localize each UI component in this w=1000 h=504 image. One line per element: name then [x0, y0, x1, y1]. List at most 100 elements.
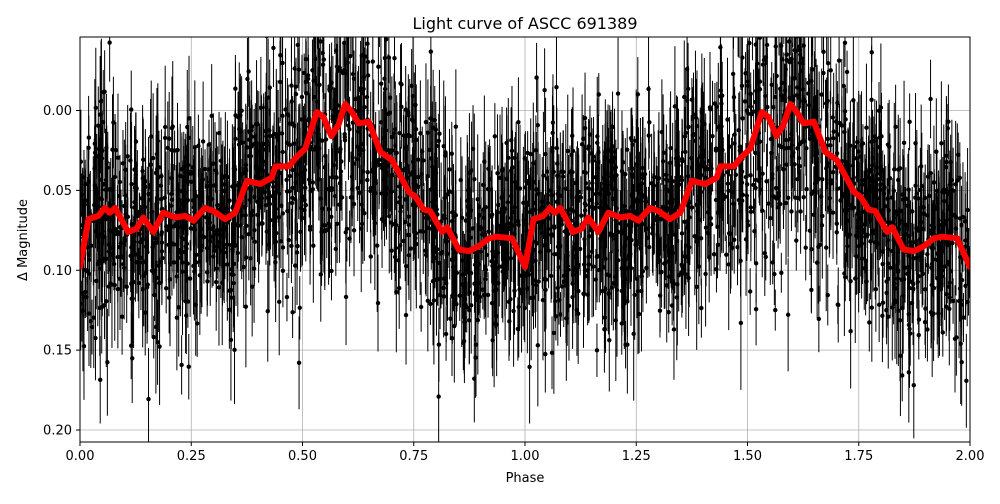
data-point	[675, 295, 679, 299]
data-point	[867, 320, 871, 324]
data-point	[771, 105, 775, 109]
data-point	[476, 197, 480, 201]
data-point	[306, 77, 310, 81]
data-point	[562, 274, 566, 278]
data-point	[260, 221, 264, 225]
data-point	[94, 106, 98, 110]
data-point	[816, 177, 820, 181]
data-point	[410, 117, 414, 121]
data-point	[107, 40, 111, 44]
data-point	[789, 209, 793, 213]
data-point	[423, 249, 427, 253]
data-point	[481, 183, 485, 187]
data-point	[273, 254, 277, 258]
data-point	[347, 127, 351, 131]
data-point	[335, 222, 339, 226]
data-point	[397, 286, 401, 290]
data-point	[112, 262, 116, 266]
data-point	[483, 277, 487, 281]
data-point	[959, 223, 963, 227]
data-point	[632, 293, 636, 297]
data-point	[209, 114, 213, 118]
data-point	[641, 269, 645, 273]
data-point	[223, 174, 227, 178]
data-point	[633, 243, 637, 247]
data-point	[93, 336, 97, 340]
data-point	[375, 243, 379, 247]
data-point	[770, 176, 774, 180]
data-point	[201, 139, 205, 143]
data-point	[773, 308, 777, 312]
data-point	[510, 149, 514, 153]
data-point	[462, 339, 466, 343]
data-point	[545, 169, 549, 173]
data-point	[424, 120, 428, 124]
data-point	[274, 190, 278, 194]
data-point	[831, 170, 835, 174]
data-point	[280, 61, 284, 65]
data-point	[831, 129, 835, 133]
data-point	[171, 124, 175, 128]
data-point	[148, 163, 152, 167]
data-point	[465, 212, 469, 216]
data-point	[840, 123, 844, 127]
data-point	[398, 131, 402, 135]
data-point	[595, 201, 599, 205]
data-point	[934, 149, 938, 153]
data-point	[512, 288, 516, 292]
data-point	[820, 223, 824, 227]
data-point	[958, 286, 962, 290]
data-point	[304, 203, 308, 207]
data-point	[297, 67, 301, 71]
data-point	[413, 103, 417, 107]
data-point	[445, 192, 449, 196]
data-point	[256, 222, 260, 226]
data-point	[903, 265, 907, 269]
data-point	[814, 181, 818, 185]
data-point	[247, 232, 251, 236]
data-point	[551, 120, 555, 124]
data-point	[581, 292, 585, 296]
data-point	[707, 232, 711, 236]
data-point	[774, 44, 778, 48]
data-point	[804, 245, 808, 249]
data-point	[344, 230, 348, 234]
data-point	[552, 225, 556, 229]
data-point	[352, 76, 356, 80]
data-point	[160, 240, 164, 244]
data-point	[798, 69, 802, 73]
data-point	[429, 49, 433, 53]
data-point	[579, 213, 583, 217]
data-point	[762, 58, 766, 62]
data-point	[845, 70, 849, 74]
data-point	[338, 150, 342, 154]
data-point	[493, 134, 497, 138]
data-point	[784, 138, 788, 142]
data-point	[220, 249, 224, 253]
data-point	[878, 182, 882, 186]
data-point	[935, 251, 939, 255]
data-point	[636, 184, 640, 188]
data-point	[334, 48, 338, 52]
data-point	[675, 282, 679, 286]
data-point	[907, 370, 911, 374]
data-point	[588, 132, 592, 136]
data-point	[835, 151, 839, 155]
data-point	[900, 306, 904, 310]
data-point	[920, 184, 924, 188]
data-point	[98, 378, 102, 382]
data-point	[595, 348, 599, 352]
data-point	[906, 187, 910, 191]
data-point	[396, 258, 400, 262]
data-point	[541, 298, 545, 302]
data-point	[882, 185, 886, 189]
data-point	[536, 343, 540, 347]
data-point	[777, 191, 781, 195]
data-point	[84, 295, 88, 299]
data-point	[798, 61, 802, 65]
data-point	[362, 211, 366, 215]
data-point	[597, 92, 601, 96]
data-point	[317, 177, 321, 181]
data-point	[272, 132, 276, 136]
